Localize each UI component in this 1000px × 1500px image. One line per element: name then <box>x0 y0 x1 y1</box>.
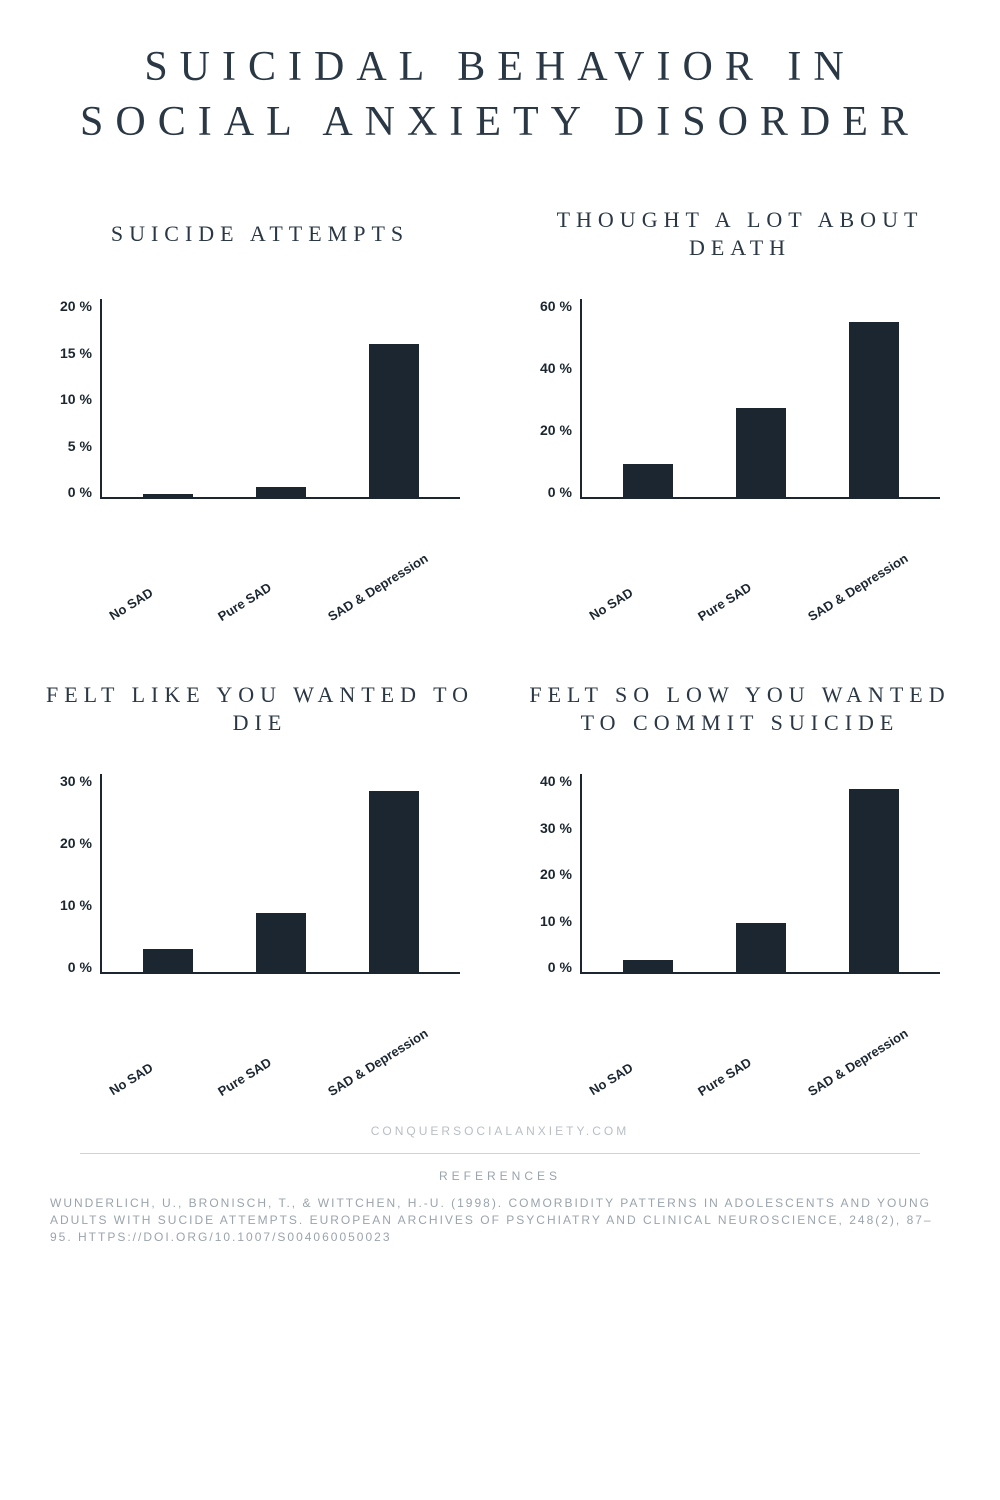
y-axis: 60 % 40 % 20 % 0 % <box>540 299 580 499</box>
y-tick: 20 % <box>540 423 572 437</box>
references-text: WUNDERLICH, U., BRONISCH, T., & WITTCHEN… <box>40 1195 960 1245</box>
bar <box>736 408 786 497</box>
y-tick: 0 % <box>68 485 92 499</box>
bar <box>369 344 419 497</box>
plot-area <box>100 774 460 974</box>
y-tick: 30 % <box>60 774 92 788</box>
x-labels-container: No SADPure SADSAD & Depression <box>545 1034 985 1094</box>
y-tick: 10 % <box>60 392 92 406</box>
y-tick: 60 % <box>540 299 572 313</box>
y-tick: 0 % <box>548 960 572 974</box>
references-label: REFERENCES <box>40 1169 960 1183</box>
y-tick: 40 % <box>540 361 572 375</box>
plot-area <box>580 774 940 974</box>
chart-area: 20 % 15 % 10 % 5 % 0 % <box>60 299 460 559</box>
y-axis: 40 % 30 % 20 % 10 % 0 % <box>540 774 580 974</box>
charts-grid: SUICIDE ATTEMPTS 20 % 15 % 10 % 5 % 0 % No SAD… <box>40 204 960 1094</box>
x-label: No SAD <box>585 1060 635 1099</box>
bar <box>143 949 193 972</box>
x-labels-container: No SADPure SADSAD & Depression <box>65 559 505 619</box>
x-labels-container: No SADPure SADSAD & Depression <box>65 1034 505 1094</box>
plot-area <box>100 299 460 499</box>
y-tick: 0 % <box>68 960 92 974</box>
chart-area: 40 % 30 % 20 % 10 % 0 % <box>540 774 940 1034</box>
y-tick: 10 % <box>60 898 92 912</box>
y-tick: 20 % <box>60 299 92 313</box>
x-label: SAD & Depression <box>325 1060 375 1099</box>
bar <box>256 913 306 972</box>
chart-1: THOUGHT A LOT ABOUT DEATH 60 % 40 % 20 % 0 %… <box>520 204 960 619</box>
infographic-page: SUICIDAL BEHAVIOR IN SOCIAL ANXIETY DISO… <box>0 0 1000 1266</box>
bar <box>623 960 673 972</box>
x-label: SAD & Depression <box>805 1060 855 1099</box>
x-label: Pure SAD <box>215 585 265 624</box>
chart-title: SUICIDE ATTEMPTS <box>111 204 409 264</box>
x-label: No SAD <box>105 585 155 624</box>
bar <box>256 487 306 497</box>
chart-area: 30 % 20 % 10 % 0 % <box>60 774 460 1034</box>
bar <box>849 789 899 972</box>
y-tick: 30 % <box>540 821 572 835</box>
y-axis: 20 % 15 % 10 % 5 % 0 % <box>60 299 100 499</box>
chart-2: FELT LIKE YOU WANTED TO DIE 30 % 20 % 10 % 0… <box>40 679 480 1094</box>
x-label: SAD & Depression <box>805 585 855 624</box>
page-title: SUICIDAL BEHAVIOR IN SOCIAL ANXIETY DISO… <box>40 40 960 149</box>
bar <box>849 322 899 497</box>
chart-3: FELT SO LOW YOU WANTED TO COMMIT SUICIDE… <box>520 679 960 1094</box>
y-tick: 10 % <box>540 914 572 928</box>
y-axis: 30 % 20 % 10 % 0 % <box>60 774 100 974</box>
y-tick: 15 % <box>60 346 92 360</box>
chart-0: SUICIDE ATTEMPTS20 %15 %10 %5 %0 %No SAD… <box>40 204 480 619</box>
bar <box>623 464 673 497</box>
y-tick: 40 % <box>540 774 572 788</box>
source-text: CONQUERSOCIALANXIETY.COM <box>40 1124 960 1138</box>
x-label: No SAD <box>585 585 635 624</box>
x-label: Pure SAD <box>695 585 745 624</box>
x-label: No SAD <box>105 1060 155 1099</box>
bar <box>369 791 419 973</box>
y-tick: 5 % <box>68 439 92 453</box>
bar <box>143 494 193 497</box>
y-tick: 0 % <box>548 485 572 499</box>
chart-title: THOUGHT A LOT ABOUT DEATH <box>520 204 960 264</box>
x-label: SAD & Depression <box>325 585 375 624</box>
plot-area <box>580 299 940 499</box>
x-label: Pure SAD <box>695 1060 745 1099</box>
y-tick: 20 % <box>60 836 92 850</box>
x-label: Pure SAD <box>215 1060 265 1099</box>
y-tick: 20 % <box>540 867 572 881</box>
chart-title: FELT SO LOW YOU WANTED TO COMMIT SUICIDE <box>520 679 960 739</box>
x-labels-container: No SADPure SADSAD & Depression <box>545 559 985 619</box>
chart-title: FELT LIKE YOU WANTED TO DIE <box>40 679 480 739</box>
bar <box>736 923 786 973</box>
chart-area: 60 % 40 % 20 % 0 % <box>540 299 940 559</box>
divider <box>80 1153 920 1154</box>
